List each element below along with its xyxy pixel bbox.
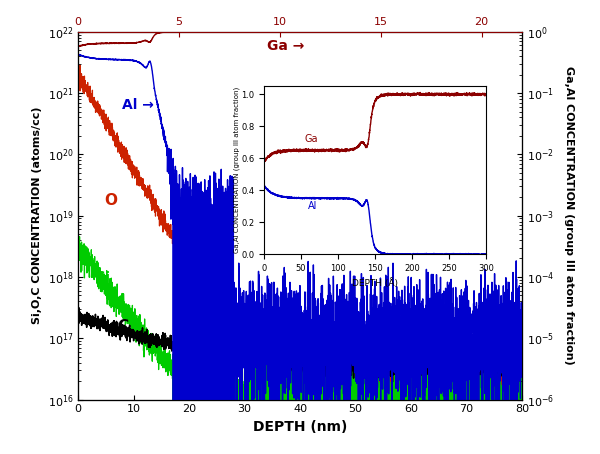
Text: Al: Al: [308, 202, 318, 212]
X-axis label: DEPTH (nm): DEPTH (nm): [253, 420, 347, 434]
Y-axis label: Ga,Al CONCENTRATION (group III atom fraction): Ga,Al CONCENTRATION (group III atom frac…: [563, 66, 574, 365]
X-axis label: DEPTH (Å): DEPTH (Å): [352, 278, 398, 288]
Text: O: O: [104, 193, 118, 208]
Text: Si: Si: [95, 271, 111, 286]
Y-axis label: Ga,Al CONCENTRATION (group III atom fraction): Ga,Al CONCENTRATION (group III atom frac…: [233, 87, 239, 253]
Text: C: C: [117, 319, 128, 334]
Text: Ga: Ga: [305, 134, 318, 144]
Text: Ga →: Ga →: [267, 39, 304, 53]
Y-axis label: Si,O,C CONCENTRATION (atoms/cc): Si,O,C CONCENTRATION (atoms/cc): [32, 107, 42, 325]
Text: Al →: Al →: [122, 98, 154, 112]
